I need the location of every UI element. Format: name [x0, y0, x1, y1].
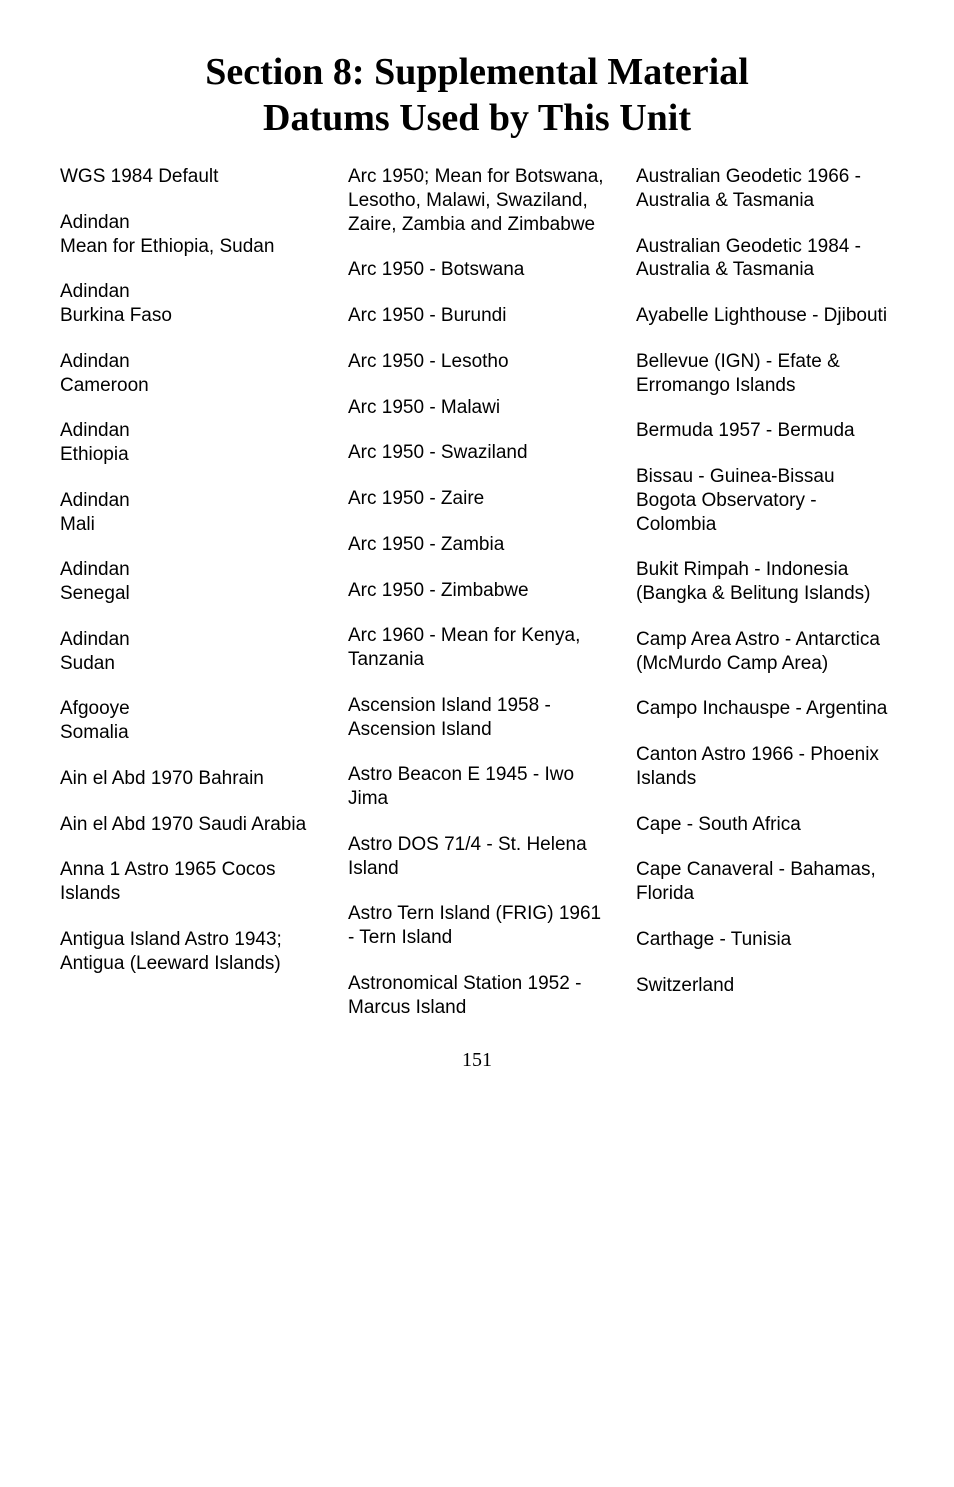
datum-entry: Astro DOS 71/4 - St. Helena Island	[348, 833, 606, 881]
datum-entry: Australian Geodetic 1984 - Australia & T…	[636, 235, 894, 283]
datum-entry: Campo Inchauspe - Argentina	[636, 697, 894, 721]
datum-entry: Canton Astro 1966 - Phoenix Islands	[636, 743, 894, 791]
datum-entry: Ascension Island 1958 - Ascension Island	[348, 694, 606, 742]
datum-entry: AdindanSudan	[60, 628, 318, 676]
datum-entry: Antigua Island Astro 1943; Antigua (Leew…	[60, 928, 318, 976]
datum-entry: Arc 1950 - Zaire	[348, 487, 606, 511]
datum-entry: Switzerland	[636, 974, 894, 998]
datum-entry: Astronomical Station 1952 - Marcus Islan…	[348, 972, 606, 1020]
datum-entry: WGS 1984 Default	[60, 165, 318, 189]
page-number: 151	[60, 1049, 894, 1072]
datum-entry: Bermuda 1957 - Bermuda	[636, 419, 894, 443]
datum-entry: AdindanSenegal	[60, 558, 318, 606]
datum-entry: Ain el Abd 1970 Saudi Arabia	[60, 813, 318, 837]
datum-entry: Cape Canaveral - Bahamas, Florida	[636, 858, 894, 906]
datum-entry: Bissau - Guinea-BissauBogota Observatory…	[636, 465, 894, 536]
datum-entry: Australian Geodetic 1966 - Australia & T…	[636, 165, 894, 213]
datum-entry: AdindanMali	[60, 489, 318, 537]
datum-list: WGS 1984 Default AdindanMean for Ethiopia…	[60, 165, 894, 1019]
datum-entry: Bukit Rimpah - Indonesia (Bangka & Belit…	[636, 558, 894, 606]
datum-entry: Bellevue (IGN) - Efate & Erromango Islan…	[636, 350, 894, 398]
datum-entry: AdindanMean for Ethiopia, Sudan	[60, 211, 318, 259]
datum-entry: AdindanEthiopia	[60, 419, 318, 467]
title-line-1: Section 8: Supplemental Material	[205, 51, 749, 93]
datum-entry: Ain el Abd 1970 Bahrain	[60, 767, 318, 791]
datum-entry: Arc 1950 - Swaziland	[348, 441, 606, 465]
datum-entry: Ayabelle Lighthouse - Djibouti	[636, 304, 894, 328]
datum-entry: Arc 1950 - Zimbabwe	[348, 579, 606, 603]
datum-entry: Astro Tern Island (FRIG) 1961 - Tern Isl…	[348, 902, 606, 950]
datum-entry: Arc 1950 - Botswana	[348, 258, 606, 282]
datum-entry: Arc 1950 - Zambia	[348, 533, 606, 557]
datum-entry: Arc 1950 - Malawi	[348, 396, 606, 420]
datum-entry: Cape - South Africa	[636, 813, 894, 837]
datum-entry: Arc 1950; Mean for Botswana, Lesotho, Ma…	[348, 165, 606, 236]
page-title: Section 8: Supplemental Material Datums …	[60, 50, 894, 141]
datum-entry: AdindanBurkina Faso	[60, 280, 318, 328]
datum-entry: AfgooyeSomalia	[60, 697, 318, 745]
datum-entry: Arc 1950 - Lesotho	[348, 350, 606, 374]
datum-entry: AdindanCameroon	[60, 350, 318, 398]
datum-entry: Anna 1 Astro 1965 Cocos Islands	[60, 858, 318, 906]
datum-entry: Arc 1950 - Burundi	[348, 304, 606, 328]
title-line-2: Datums Used by This Unit	[263, 97, 691, 139]
datum-entry: Arc 1960 - Mean for Kenya, Tanzania	[348, 624, 606, 672]
datum-entry: Astro Beacon E 1945 - Iwo Jima	[348, 763, 606, 811]
datum-entry: Camp Area Astro - Antarctica (McMurdo Ca…	[636, 628, 894, 676]
datum-entry: Carthage - Tunisia	[636, 928, 894, 952]
